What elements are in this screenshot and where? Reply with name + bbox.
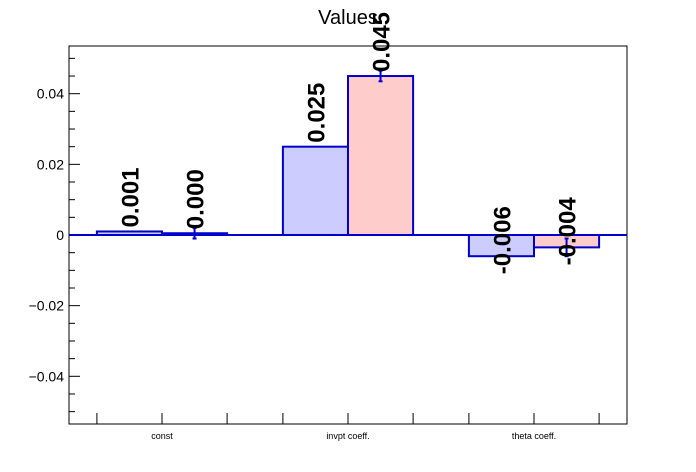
y-tick-label: 0.02: [37, 156, 64, 172]
x-axis-ticks: [96, 413, 600, 424]
y-tick-label: 0.04: [37, 86, 64, 102]
chart-title: Values: [318, 7, 378, 29]
value-label: 0.025: [303, 83, 330, 143]
value-label: 0.045: [369, 12, 396, 72]
y-tick-label: −0.04: [29, 368, 65, 384]
bar: [347, 75, 415, 237]
bar: [281, 145, 349, 236]
category-label: invpt coeff.: [326, 431, 369, 441]
y-axis-minor-ticks: [69, 57, 75, 413]
y-axis-tick-labels: −0.04 −0.02 0 0.02 0.04: [29, 86, 65, 385]
category-label: theta coeff.: [512, 431, 556, 441]
category-label: const: [151, 431, 173, 441]
y-tick-label: −0.02: [29, 298, 65, 314]
y-tick-label: 0: [56, 227, 64, 243]
value-label: 0.001: [117, 167, 144, 227]
x-axis-category-labels: const invpt coeff. theta coeff.: [151, 431, 556, 441]
value-labels-group: 0.001 0.000 0.025 0.045 -0.006 -0.004: [117, 12, 581, 274]
value-label: -0.006: [489, 206, 516, 274]
value-label: 0.000: [183, 169, 210, 229]
value-label: -0.004: [555, 197, 582, 266]
bars-group: [95, 75, 601, 258]
error-bars-group: [192, 69, 569, 258]
